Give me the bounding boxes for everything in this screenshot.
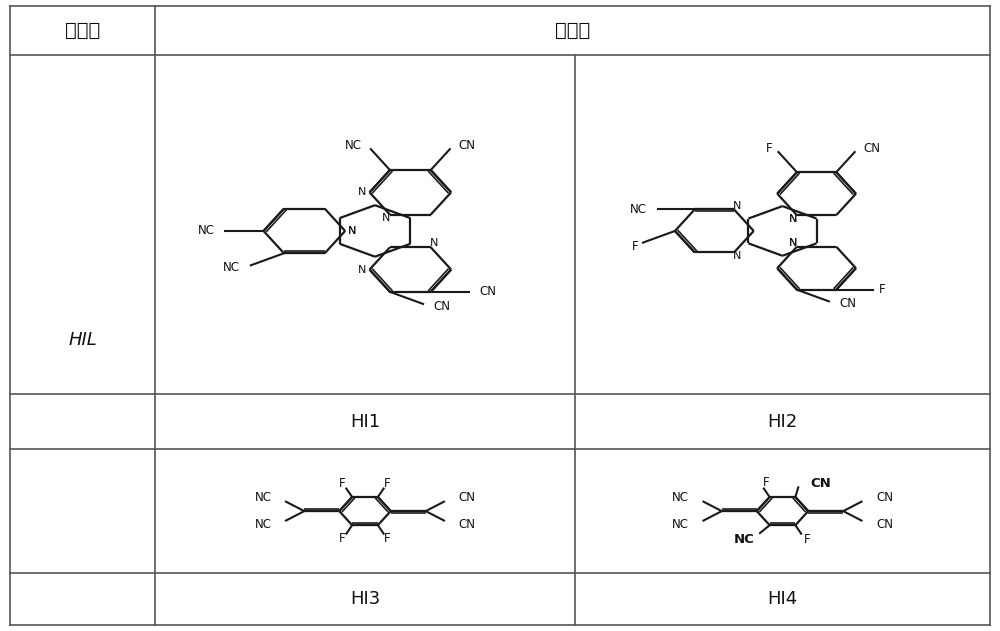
Text: 结构式: 结构式 bbox=[555, 21, 590, 40]
Text: NC: NC bbox=[255, 491, 272, 504]
Text: CN: CN bbox=[434, 300, 451, 313]
Text: NC: NC bbox=[630, 203, 647, 216]
Text: HI4: HI4 bbox=[767, 590, 798, 608]
Text: N: N bbox=[382, 213, 391, 223]
Text: HI2: HI2 bbox=[767, 413, 798, 431]
Text: F: F bbox=[384, 532, 391, 545]
Text: CN: CN bbox=[876, 491, 893, 504]
Text: NC: NC bbox=[734, 533, 754, 546]
Text: NC: NC bbox=[672, 491, 689, 504]
Text: N: N bbox=[789, 214, 798, 224]
Text: N: N bbox=[733, 201, 742, 211]
Text: NC: NC bbox=[255, 518, 272, 531]
Text: F: F bbox=[879, 283, 885, 296]
Text: 功能层: 功能层 bbox=[65, 21, 100, 40]
Text: CN: CN bbox=[876, 518, 893, 531]
Text: N: N bbox=[430, 239, 438, 249]
Text: N: N bbox=[358, 264, 367, 274]
Text: N: N bbox=[789, 214, 798, 224]
Text: CN: CN bbox=[458, 491, 475, 504]
Text: F: F bbox=[763, 476, 769, 489]
Text: N: N bbox=[789, 238, 798, 248]
Text: N: N bbox=[733, 251, 742, 261]
Text: CN: CN bbox=[863, 143, 880, 155]
Text: HI3: HI3 bbox=[350, 590, 380, 608]
Text: NC: NC bbox=[223, 261, 240, 274]
Text: F: F bbox=[632, 240, 638, 253]
Text: HI1: HI1 bbox=[350, 413, 380, 431]
Text: CN: CN bbox=[479, 285, 496, 298]
Text: N: N bbox=[348, 226, 356, 236]
Text: NC: NC bbox=[198, 225, 215, 237]
Text: N: N bbox=[789, 238, 798, 248]
Text: CN: CN bbox=[839, 297, 856, 310]
Text: F: F bbox=[384, 477, 391, 490]
Text: CN: CN bbox=[458, 518, 475, 531]
Text: F: F bbox=[804, 533, 810, 546]
Text: F: F bbox=[339, 477, 346, 490]
Text: CN: CN bbox=[458, 139, 475, 153]
Text: HIL: HIL bbox=[68, 331, 97, 349]
Text: N: N bbox=[348, 226, 356, 236]
Text: NC: NC bbox=[345, 139, 362, 153]
Text: F: F bbox=[766, 142, 773, 155]
Text: NC: NC bbox=[672, 518, 689, 531]
Text: CN: CN bbox=[810, 477, 831, 490]
Text: N: N bbox=[358, 187, 367, 198]
Text: F: F bbox=[339, 532, 346, 545]
